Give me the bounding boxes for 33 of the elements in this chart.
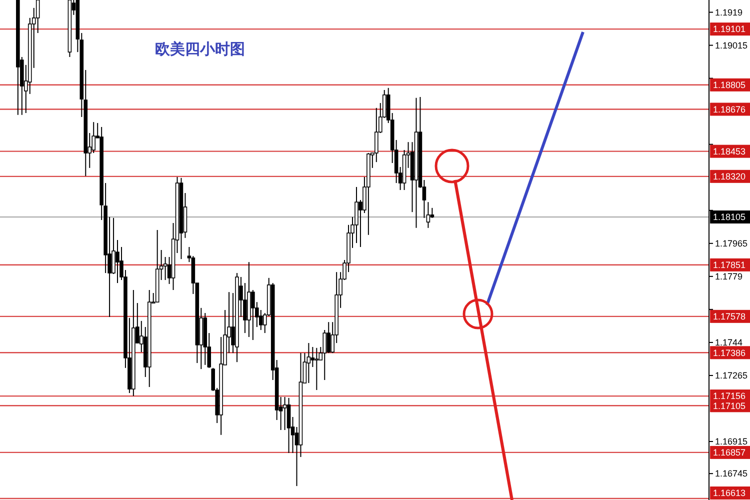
ref-line-label: 1.17578 bbox=[713, 312, 746, 322]
candlestick bbox=[286, 397, 291, 454]
candlestick bbox=[314, 347, 319, 390]
candlestick bbox=[354, 186, 358, 244]
candlestick bbox=[426, 202, 430, 228]
candlestick bbox=[251, 290, 255, 340]
ref-line-label: 1.18320 bbox=[713, 172, 746, 182]
ref-line-label: 1.18805 bbox=[713, 80, 746, 90]
candlestick bbox=[116, 240, 120, 284]
ref-line-label: 1.17851 bbox=[713, 260, 746, 270]
ref-line-label: 1.19101 bbox=[713, 24, 746, 34]
y-tick-label: 1.16745 bbox=[715, 468, 748, 479]
ref-line-label: 1.16613 bbox=[713, 488, 746, 498]
candlestick bbox=[282, 396, 287, 430]
candlestick bbox=[430, 207, 434, 218]
candlestick bbox=[306, 342, 311, 384]
y-tick-label: 1.1779 bbox=[715, 272, 743, 282]
ref-line-label: 1.18105 bbox=[713, 212, 746, 222]
text: 欧美四小时图 bbox=[155, 40, 245, 58]
ref-line-label: 1.17105 bbox=[713, 400, 746, 411]
ref-line-label: 1.17156 bbox=[713, 391, 746, 402]
ref-line-label: 1.17386 bbox=[713, 348, 746, 358]
y-tick-label: 1.1919 bbox=[715, 7, 743, 18]
candlestick bbox=[374, 107, 378, 163]
ref-line-label: 1.18453 bbox=[713, 146, 746, 156]
y-tick-label: 1.17265 bbox=[715, 370, 748, 381]
ref-line-label: 1.16857 bbox=[713, 448, 746, 458]
ref-line-label: 1.18676 bbox=[713, 104, 746, 114]
y-tick-label: 1.1744 bbox=[715, 338, 743, 348]
y-tick-label: 1.16915 bbox=[715, 436, 748, 447]
candlestick bbox=[326, 322, 331, 354]
y-tick-label: 1.17965 bbox=[715, 238, 748, 249]
y-tick-label: 1.19015 bbox=[715, 40, 748, 50]
